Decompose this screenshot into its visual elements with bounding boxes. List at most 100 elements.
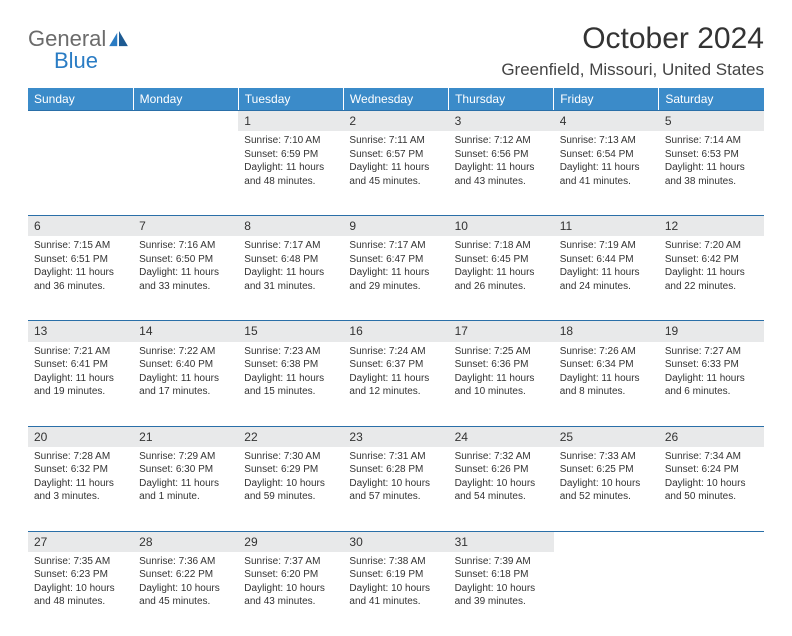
day-body-cell: Sunrise: 7:34 AMSunset: 6:24 PMDaylight:… [659,447,764,531]
daylight-line: Daylight: 10 hours and 57 minutes. [349,477,442,504]
daylight-line: Daylight: 11 hours and 43 minutes. [455,161,548,188]
calendar-table: SundayMondayTuesdayWednesdayThursdayFrid… [28,88,764,636]
sunset-line: Sunset: 6:40 PM [139,358,232,372]
day-number-cell: 16 [343,320,448,341]
day-number: 6 [28,215,133,236]
sunset-line: Sunset: 6:56 PM [455,148,548,162]
daylight-line: Daylight: 11 hours and 3 minutes. [34,477,127,504]
day-number: 22 [238,426,343,447]
daylight-line: Daylight: 11 hours and 6 minutes. [665,372,758,399]
daylight-line: Daylight: 10 hours and 41 minutes. [349,582,442,609]
weekday-header: Tuesday [238,88,343,110]
day-number-cell: 4 [554,110,659,131]
day-number-cell [659,531,764,552]
day-number-cell: 14 [133,320,238,341]
sunset-line: Sunset: 6:37 PM [349,358,442,372]
day-body-cell: Sunrise: 7:30 AMSunset: 6:29 PMDaylight:… [238,447,343,531]
day-number-cell: 7 [133,215,238,236]
daylight-line: Daylight: 11 hours and 10 minutes. [455,372,548,399]
header: GeneralBlue October 2024 Greenfield, Mis… [28,22,764,80]
sunset-line: Sunset: 6:28 PM [349,463,442,477]
daylight-line: Daylight: 11 hours and 41 minutes. [560,161,653,188]
day-body: Sunrise: 7:32 AMSunset: 6:26 PMDaylight:… [449,447,554,510]
day-number: 19 [659,320,764,341]
sunset-line: Sunset: 6:48 PM [244,253,337,267]
weekday-header: Thursday [449,88,554,110]
sunrise-line: Sunrise: 7:37 AM [244,555,337,569]
logo: GeneralBlue [28,26,129,74]
day-number-cell: 10 [449,215,554,236]
sunrise-line: Sunrise: 7:21 AM [34,345,127,359]
day-body: Sunrise: 7:26 AMSunset: 6:34 PMDaylight:… [554,342,659,405]
day-number-cell: 9 [343,215,448,236]
sunset-line: Sunset: 6:42 PM [665,253,758,267]
sunrise-line: Sunrise: 7:31 AM [349,450,442,464]
day-body: Sunrise: 7:11 AMSunset: 6:57 PMDaylight:… [343,131,448,194]
weekday-header-row: SundayMondayTuesdayWednesdayThursdayFrid… [28,88,764,110]
day-body: Sunrise: 7:30 AMSunset: 6:29 PMDaylight:… [238,447,343,510]
day-body: Sunrise: 7:39 AMSunset: 6:18 PMDaylight:… [449,552,554,615]
day-number-cell: 25 [554,426,659,447]
daylight-line: Daylight: 11 hours and 8 minutes. [560,372,653,399]
daylight-line: Daylight: 11 hours and 36 minutes. [34,266,127,293]
day-body-cell: Sunrise: 7:27 AMSunset: 6:33 PMDaylight:… [659,342,764,426]
page-title: October 2024 [501,22,764,56]
day-body-cell: Sunrise: 7:21 AMSunset: 6:41 PMDaylight:… [28,342,133,426]
day-body: Sunrise: 7:27 AMSunset: 6:33 PMDaylight:… [659,342,764,405]
week-body-row: Sunrise: 7:28 AMSunset: 6:32 PMDaylight:… [28,447,764,531]
day-body: Sunrise: 7:23 AMSunset: 6:38 PMDaylight:… [238,342,343,405]
day-body-cell: Sunrise: 7:38 AMSunset: 6:19 PMDaylight:… [343,552,448,636]
day-body [133,131,238,140]
week-daynum-row: 6789101112 [28,215,764,236]
day-body-cell: Sunrise: 7:24 AMSunset: 6:37 PMDaylight:… [343,342,448,426]
day-body-cell: Sunrise: 7:12 AMSunset: 6:56 PMDaylight:… [449,131,554,215]
sunrise-line: Sunrise: 7:12 AM [455,134,548,148]
day-number-cell: 18 [554,320,659,341]
sunrise-line: Sunrise: 7:32 AM [455,450,548,464]
day-body-cell: Sunrise: 7:35 AMSunset: 6:23 PMDaylight:… [28,552,133,636]
day-body: Sunrise: 7:24 AMSunset: 6:37 PMDaylight:… [343,342,448,405]
day-number: 25 [554,426,659,447]
sunrise-line: Sunrise: 7:15 AM [34,239,127,253]
sunrise-line: Sunrise: 7:35 AM [34,555,127,569]
day-body-cell [659,552,764,636]
sunset-line: Sunset: 6:29 PM [244,463,337,477]
week-daynum-row: 2728293031 [28,531,764,552]
day-number-cell: 27 [28,531,133,552]
day-body: Sunrise: 7:10 AMSunset: 6:59 PMDaylight:… [238,131,343,194]
day-number: 28 [133,531,238,552]
day-body: Sunrise: 7:28 AMSunset: 6:32 PMDaylight:… [28,447,133,510]
day-body: Sunrise: 7:15 AMSunset: 6:51 PMDaylight:… [28,236,133,299]
sunrise-line: Sunrise: 7:19 AM [560,239,653,253]
day-number-cell: 8 [238,215,343,236]
sunset-line: Sunset: 6:20 PM [244,568,337,582]
day-body: Sunrise: 7:16 AMSunset: 6:50 PMDaylight:… [133,236,238,299]
day-body-cell: Sunrise: 7:37 AMSunset: 6:20 PMDaylight:… [238,552,343,636]
day-number: 18 [554,320,659,341]
sunrise-line: Sunrise: 7:24 AM [349,345,442,359]
sunset-line: Sunset: 6:53 PM [665,148,758,162]
day-number: 24 [449,426,554,447]
day-body [28,131,133,140]
day-number: 11 [554,215,659,236]
daylight-line: Daylight: 11 hours and 12 minutes. [349,372,442,399]
day-body: Sunrise: 7:14 AMSunset: 6:53 PMDaylight:… [659,131,764,194]
sunset-line: Sunset: 6:51 PM [34,253,127,267]
day-body-cell: Sunrise: 7:36 AMSunset: 6:22 PMDaylight:… [133,552,238,636]
day-number-cell: 19 [659,320,764,341]
day-number-cell: 31 [449,531,554,552]
day-body: Sunrise: 7:31 AMSunset: 6:28 PMDaylight:… [343,447,448,510]
daylight-line: Daylight: 11 hours and 22 minutes. [665,266,758,293]
day-number: 20 [28,426,133,447]
week-body-row: Sunrise: 7:15 AMSunset: 6:51 PMDaylight:… [28,236,764,320]
weekday-header: Sunday [28,88,133,110]
day-body-cell: Sunrise: 7:26 AMSunset: 6:34 PMDaylight:… [554,342,659,426]
daylight-line: Daylight: 10 hours and 50 minutes. [665,477,758,504]
day-body: Sunrise: 7:36 AMSunset: 6:22 PMDaylight:… [133,552,238,615]
day-body-cell: Sunrise: 7:29 AMSunset: 6:30 PMDaylight:… [133,447,238,531]
day-body: Sunrise: 7:25 AMSunset: 6:36 PMDaylight:… [449,342,554,405]
sunrise-line: Sunrise: 7:25 AM [455,345,548,359]
sunset-line: Sunset: 6:23 PM [34,568,127,582]
sunrise-line: Sunrise: 7:38 AM [349,555,442,569]
day-body: Sunrise: 7:22 AMSunset: 6:40 PMDaylight:… [133,342,238,405]
